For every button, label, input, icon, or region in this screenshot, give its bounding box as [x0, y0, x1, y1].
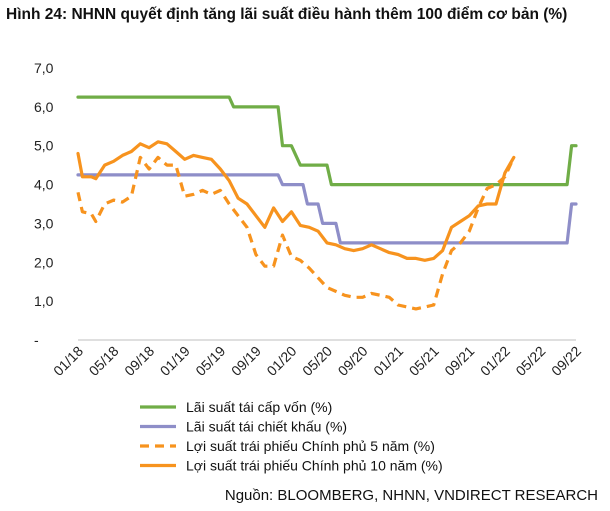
legend-label-2: Lãi suất tái chiết khấu (%): [186, 419, 347, 435]
x-tick-label: 05/20: [299, 343, 335, 379]
x-tick-label: 05/19: [192, 343, 228, 379]
x-tick-label: 09/22: [548, 343, 584, 379]
legend: Lãi suất tái cấp vốn (%) Lãi suất tái chi…: [140, 399, 443, 474]
y-tick-label: 2,0: [34, 254, 54, 270]
y-axis: - 1,0 2,0 3,0 4,0 5,0 6,0 7,0: [34, 60, 54, 348]
x-axis: 01/18 05/18 09/18 01/19 05/19 09/19 01/20 05/20…: [50, 339, 584, 379]
source-note: Nguồn: BLOOMBERG, NHNN, VNDIRECT RESEARC…: [224, 487, 598, 504]
x-tick-label: 09/18: [121, 343, 157, 379]
x-tick-label: 01/18: [50, 343, 86, 379]
x-tick-label: 05/18: [86, 343, 122, 379]
y-tick-label: 4,0: [34, 177, 54, 193]
legend-label-4: Lợi suất trái phiếu Chính phủ 10 năm (%): [186, 458, 443, 474]
x-tick-label: 05/22: [512, 343, 548, 379]
x-tick-label: 01/21: [370, 343, 406, 379]
y-tick-label: 3,0: [34, 215, 54, 231]
y-tick-label: 6,0: [34, 99, 54, 115]
x-tick-label: 09/21: [441, 343, 477, 379]
legend-label-3: Lợi suất trái phiếu Chính phủ 5 năm (%): [186, 438, 435, 454]
series-line-4: [76, 140, 516, 262]
series-lines: [76, 95, 578, 311]
y-tick-label: 5,0: [34, 138, 54, 154]
x-tick-label: 01/20: [263, 343, 299, 379]
y-tick-label: 1,0: [34, 293, 54, 309]
series-line-2: [76, 173, 578, 245]
series-line-1: [76, 95, 578, 187]
y-tick-label: -: [34, 332, 39, 348]
y-tick-label: 7,0: [34, 60, 54, 76]
x-tick-label: 01/19: [157, 343, 193, 379]
x-tick-label: 09/20: [335, 343, 371, 379]
x-tick-label: 05/21: [406, 343, 442, 379]
x-tick-label: 01/22: [477, 343, 513, 379]
chart-title: Hình 24: NHNN quyết định tăng lãi suất đ…: [6, 6, 568, 23]
x-tick-label: 09/19: [228, 343, 264, 379]
legend-label-1: Lãi suất tái cấp vốn (%): [186, 399, 332, 415]
